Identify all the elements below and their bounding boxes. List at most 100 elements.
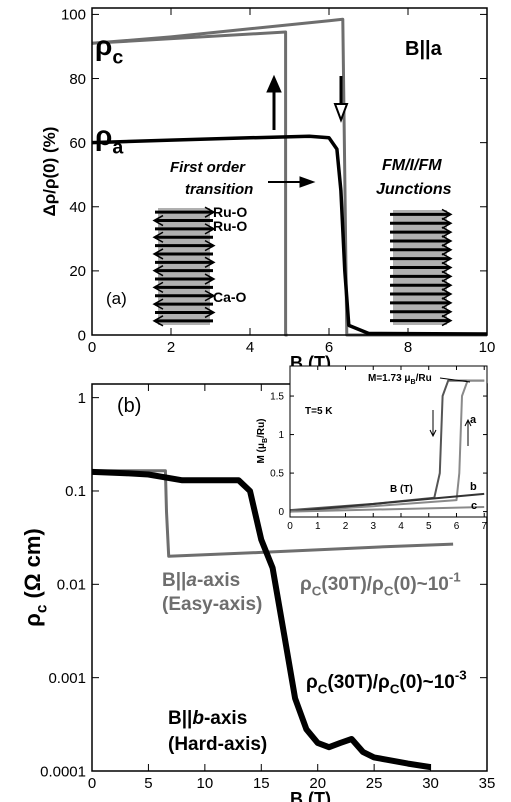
schematic-arrow [152,281,164,294]
x-tick-label: 1 [315,521,321,532]
data-line [289,492,485,513]
schematic-arrow [441,244,453,256]
text-part: ρ [300,574,312,595]
annotation: FM/I/FM [382,157,442,174]
y-axis-label: Δρ/ρ(0) (%) [40,127,59,217]
annotation: ρc [95,30,123,68]
annotation: c [471,500,477,512]
text-part: (Ω cm) [20,528,45,604]
schematic-arrow [152,231,164,243]
x-tick-label: 35 [479,775,496,792]
y-tick-label: 0.5 [270,469,284,480]
x-tick-label: 0 [88,775,96,792]
inset-background [290,366,487,517]
data-line [289,379,485,513]
schematic-arrow [441,217,453,229]
y-tick-label: 20 [69,263,86,280]
text-part: -axis [204,708,247,729]
y-tick-label: 60 [69,135,86,152]
schematic-box [158,208,210,325]
annotation: transition [185,181,253,198]
text-part: ρ [20,613,45,627]
schematic-arrow [152,214,164,227]
text-part: /Ru) [256,418,267,437]
text-part: a [186,570,197,591]
schematic-arrow [441,252,453,265]
schematic-arrow [204,223,216,235]
schematic-arrow [441,288,453,300]
schematic-arrow [204,206,216,218]
x-tick-label: 0 [88,339,96,356]
schematic-arrow [204,256,216,268]
x-tick-label: 2 [167,339,175,356]
text-part: /Ru [416,373,432,384]
arrow-head [464,418,472,427]
y-tick-label: 1 [278,430,284,441]
annotation: Junctions [376,181,452,198]
arrow-head [333,103,349,123]
data-line [289,506,485,513]
x-tick-label: 2 [343,521,349,532]
annotation: T=5 K [305,406,333,417]
annotation: B||b-axis [168,708,247,729]
y-tick-label: 1.5 [270,392,284,403]
text-part: ρ [306,672,318,693]
annotation: (a) [106,289,127,308]
schematic-arrow [204,290,216,302]
annotation: (Easy-axis) [162,594,262,615]
annotation: Ca-O [213,289,247,305]
annotation: B||a-axis [162,570,240,591]
schematic-arrow [152,315,164,327]
text-part: -1 [449,569,461,584]
x-tick-label: 0 [287,521,293,532]
text-part: (0)~10 [399,672,454,693]
x-tick-label: 5 [426,521,432,532]
x-tick-label: 15 [253,775,270,792]
x-tick-label: 25 [366,775,383,792]
text-part: C [312,584,322,599]
schematic-arrow [441,226,453,238]
schematic-arrow [204,306,216,319]
arrows [266,74,349,188]
annotation: First order [170,159,246,176]
x-tick-label: 10 [197,775,214,792]
schematic-arrow [441,208,453,221]
schematic-arrow [152,265,164,277]
y-axis-label: M (μB/Ru) [256,418,269,463]
schematic-arrow [441,297,453,309]
data-line [91,134,488,336]
text-part: (0)~10 [393,574,448,595]
text-part: C [318,682,328,697]
x-tick-label: 4 [398,521,404,532]
schematic-arrow [441,270,453,283]
text-part: (30T)/ρ [327,672,390,693]
schematic-arrow [441,306,453,318]
annotation: a [470,414,477,426]
plot-frame [91,7,488,336]
text-part: M=1.73 μ [368,373,411,384]
text-part: B|| [168,708,192,729]
data-line [91,468,432,771]
x-axis-label: B (T) [290,789,331,802]
text-part: (30T)/ρ [321,574,384,595]
annotation: (b) [117,395,141,417]
text-part: ρ [95,120,112,151]
text-part: B [411,379,416,386]
x-tick-label: 3 [370,521,376,532]
text-part: ρ [95,30,112,61]
text-part: -axis [197,570,240,591]
y-tick-label: 80 [69,71,86,88]
text-part: c [34,604,51,613]
arrow-head [266,74,282,93]
x-tick-label: 4 [246,339,254,356]
arrow [439,377,471,383]
text-part: M (μ [256,443,267,464]
y-tick-label: 0 [278,507,284,518]
annotation: ρC(30T)/ρC(0)~10-1 [300,569,461,598]
y-tick-label: 0.0001 [40,763,86,780]
schematic-arrow [204,273,216,285]
annotation: ρa [95,120,124,158]
annotation: Ru-O [213,204,247,220]
